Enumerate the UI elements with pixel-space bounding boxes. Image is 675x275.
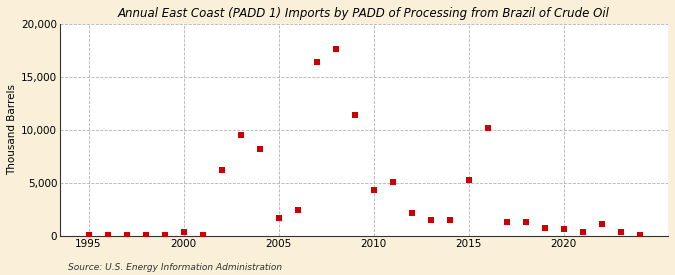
Point [292, 207, 303, 212]
Point [178, 230, 189, 235]
Point [463, 178, 474, 182]
Point [311, 60, 322, 64]
Point [140, 233, 151, 238]
Point [444, 218, 455, 222]
Point [558, 227, 569, 231]
Point [83, 233, 94, 238]
Point [121, 233, 132, 238]
Point [596, 222, 607, 227]
Point [387, 180, 398, 184]
Point [577, 230, 588, 234]
Point [330, 47, 341, 51]
Point [482, 126, 493, 130]
Point [349, 113, 360, 117]
Point [216, 168, 227, 172]
Point [159, 233, 170, 238]
Point [254, 147, 265, 151]
Point [501, 220, 512, 224]
Title: Annual East Coast (PADD 1) Imports by PADD of Processing from Brazil of Crude Oi: Annual East Coast (PADD 1) Imports by PA… [118, 7, 610, 20]
Y-axis label: Thousand Barrels: Thousand Barrels [7, 84, 17, 175]
Point [520, 220, 531, 224]
Text: Source: U.S. Energy Information Administration: Source: U.S. Energy Information Administ… [68, 263, 281, 272]
Point [539, 225, 550, 230]
Point [197, 233, 208, 238]
Point [273, 216, 284, 220]
Point [425, 218, 436, 222]
Point [634, 233, 645, 237]
Point [102, 233, 113, 238]
Point [615, 230, 626, 235]
Point [368, 188, 379, 192]
Point [406, 210, 417, 215]
Point [235, 133, 246, 138]
